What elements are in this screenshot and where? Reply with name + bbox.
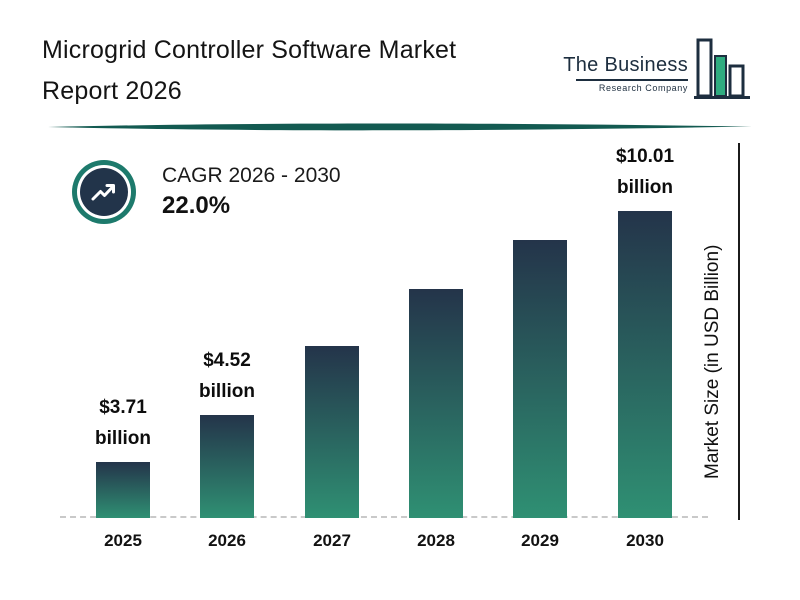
page-title-line2: Report 2026 [42, 76, 182, 105]
company-logo-subtitle: Research Company [598, 82, 688, 93]
cagr-label: CAGR 2026 - 2030 [162, 164, 341, 187]
divider-swoosh [48, 123, 752, 131]
bar-value-amount: $10.01 [615, 146, 675, 168]
cagr-block: CAGR 2026 - 2030 22.0% [72, 160, 341, 224]
x-tick-2029: 2029 [521, 531, 559, 550]
bar-value-label-2030: $10.01 billion [590, 142, 700, 203]
y-axis-line [738, 143, 740, 520]
trend-up-icon [72, 160, 136, 224]
bar-value-unit: billion [199, 380, 255, 402]
trend-arrow-icon [91, 184, 115, 201]
page-title-line1: Microgrid Controller Software Market [42, 36, 457, 64]
bar-2029 [513, 240, 567, 518]
cagr-text: CAGR 2026 - 2030 22.0% [162, 164, 341, 220]
bar-2027 [305, 346, 359, 518]
x-tick-2027: 2027 [313, 531, 351, 550]
company-logo: The Business Research Company [563, 36, 750, 110]
trend-icon-core [80, 168, 128, 216]
y-axis-label: Market Size (in USD Billion) [702, 244, 723, 480]
bar-2030 [618, 211, 672, 518]
bar-2025 [96, 462, 150, 518]
bar-value-unit: billion [617, 176, 673, 198]
logo-bars-icon [694, 38, 750, 99]
bar-value-label-2025: $3.71 billion [68, 393, 178, 454]
page-title: Microgrid Controller Software Market Rep… [42, 30, 456, 111]
cagr-value: 22.0% [162, 192, 231, 219]
bar-value-amount: $4.52 [203, 350, 251, 372]
chart-baseline [60, 516, 708, 518]
company-logo-text: The Business Research Company [563, 54, 688, 93]
bar-2028 [409, 289, 463, 518]
x-tick-2025: 2025 [104, 531, 142, 550]
company-logo-underline [576, 78, 688, 81]
company-logo-name: The Business [563, 53, 688, 76]
bar-2026 [200, 415, 254, 518]
x-tick-2030: 2030 [626, 531, 664, 550]
bar-value-unit: billion [95, 427, 151, 449]
bar-value-label-2026: $4.52 billion [172, 346, 282, 407]
x-tick-2026: 2026 [208, 531, 246, 550]
bar-value-amount: $3.71 [99, 397, 147, 419]
x-tick-2028: 2028 [417, 531, 455, 550]
